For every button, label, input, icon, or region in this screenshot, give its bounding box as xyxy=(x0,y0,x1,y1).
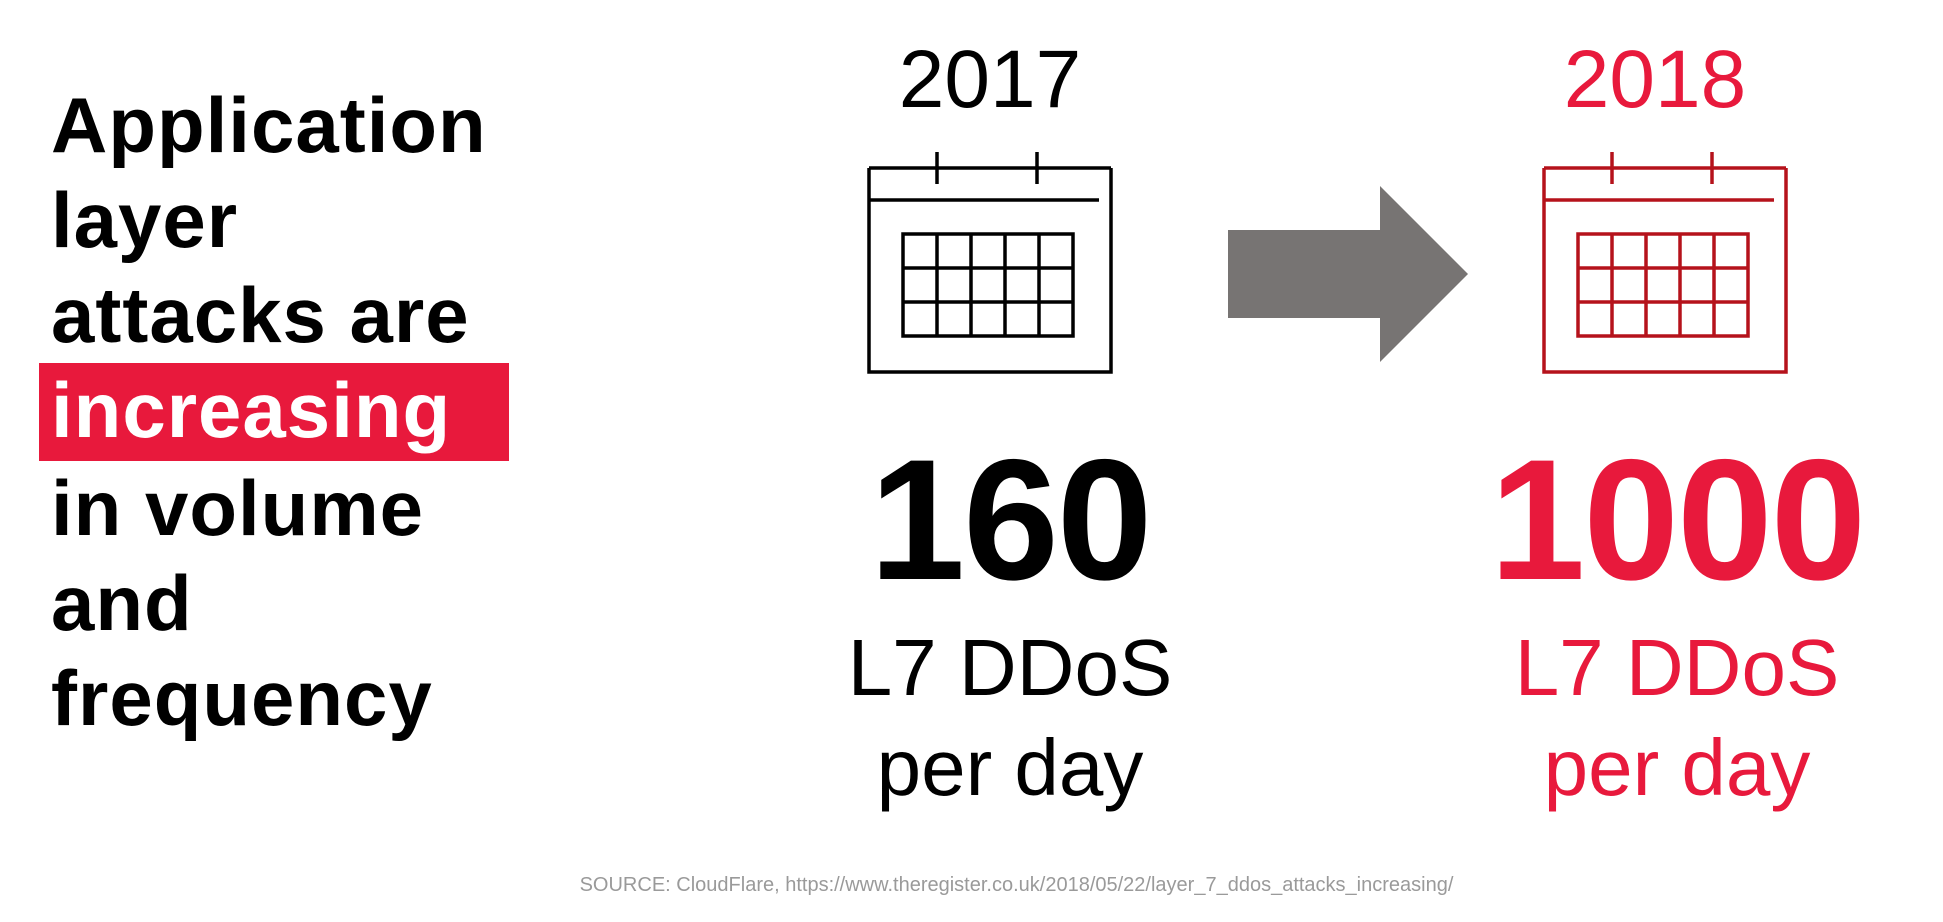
unit-2017-line2: per day xyxy=(876,723,1144,812)
headline-line: frequency xyxy=(51,654,433,742)
calendar-icon xyxy=(867,152,1113,374)
headline-line: and xyxy=(51,559,193,647)
source-citation: SOURCE: CloudFlare, https://www.theregis… xyxy=(579,874,1454,896)
headline: Application layer attacks are increasing… xyxy=(39,78,531,746)
value-2017: 160 xyxy=(869,424,1153,616)
right-arrow-icon xyxy=(1228,186,1468,362)
headline-line: layer xyxy=(51,176,239,264)
unit-2018-line1: L7 DDoS xyxy=(1514,623,1840,712)
value-2018: 1000 xyxy=(1489,424,1867,616)
headline-line: in volume xyxy=(51,464,425,552)
headline-line: attacks are xyxy=(51,271,470,359)
headline-line: Application xyxy=(51,81,487,169)
headline-highlight: increasing xyxy=(39,363,509,461)
calendar-icon xyxy=(1542,152,1788,374)
year-2017-label: 2017 xyxy=(898,34,1082,125)
unit-2018-line2: per day xyxy=(1543,723,1811,812)
unit-2017-line1: L7 DDoS xyxy=(847,623,1173,712)
year-2018-label: 2018 xyxy=(1563,34,1747,125)
